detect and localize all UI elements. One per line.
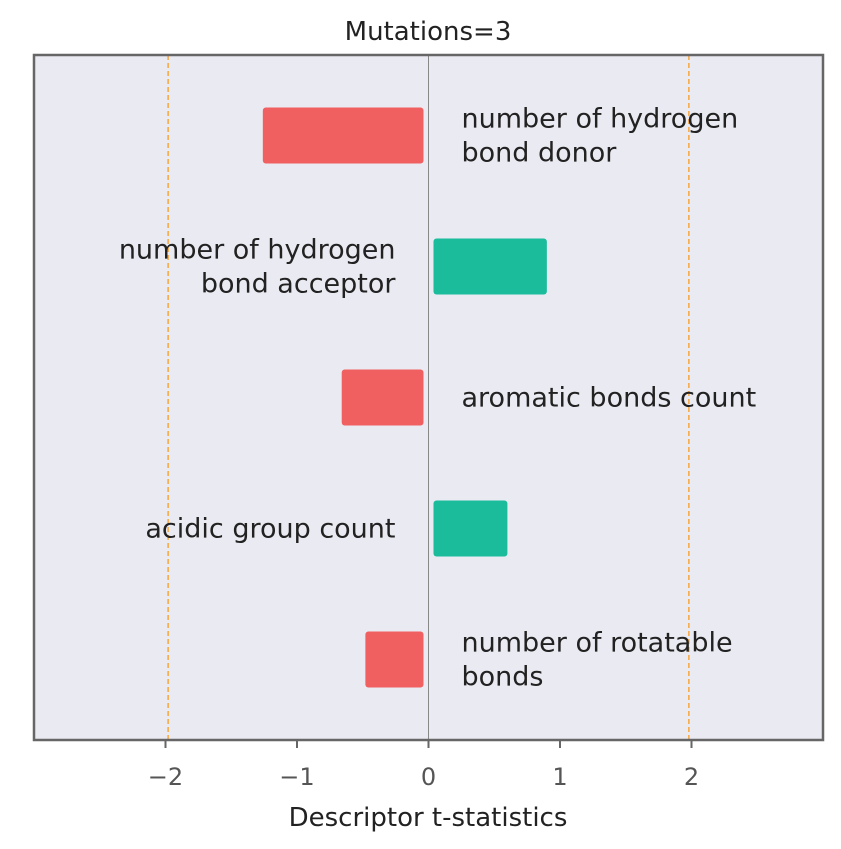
x-tick-label: 1: [552, 763, 567, 791]
x-axis-ticks: −2 −1 0 1 2: [148, 740, 699, 791]
bar: [365, 631, 424, 688]
bar-label: number of rotatable bonds: [462, 628, 733, 693]
x-tick-label: 0: [421, 763, 436, 791]
x-tick-label: 2: [684, 763, 699, 791]
x-tick-label: −1: [279, 763, 314, 791]
bars: [262, 107, 547, 688]
x-axis-label: Descriptor t-statistics: [289, 803, 568, 833]
chart-title: Mutations=3: [345, 17, 512, 47]
bar-label: number of hydrogen bond acceptor: [119, 235, 397, 300]
x-tick-label: −2: [148, 763, 183, 791]
bar-label: acidic group count: [145, 514, 395, 545]
bar-label: aromatic bonds count: [462, 383, 757, 414]
bar-labels: number of hydrogen bond donor number of hy…: [119, 104, 756, 693]
bar: [433, 500, 508, 557]
bar: [262, 107, 424, 164]
reference-lines: [167, 55, 690, 740]
bar-label: number of hydrogen bond donor: [462, 104, 739, 169]
bar: [433, 238, 547, 295]
bar: [341, 369, 424, 426]
